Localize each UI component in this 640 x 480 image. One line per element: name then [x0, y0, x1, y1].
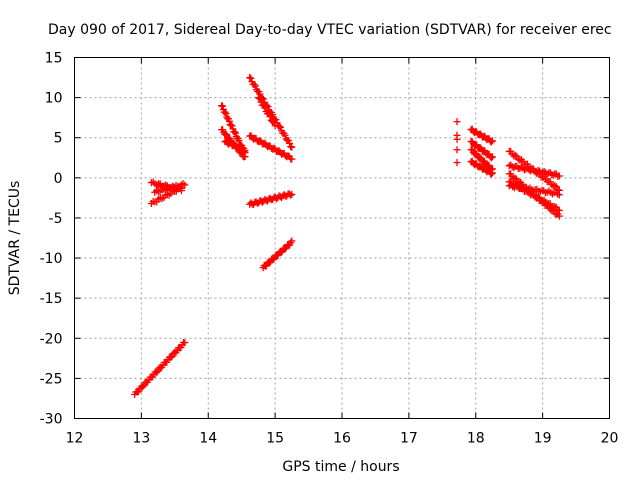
data-point	[168, 353, 176, 361]
axis-ticks: 12 13 14 15 16 17 18 19 20 -30 -25 -20 -15 -10 -5 0 5 10 1…	[40, 51, 619, 447]
data-point	[548, 181, 556, 189]
data-point	[231, 128, 239, 136]
x-tick-label: 14	[199, 431, 217, 447]
data-point	[453, 159, 461, 167]
data-point	[223, 131, 231, 139]
x-axis-label: GPS time / hours	[282, 459, 399, 475]
data-point	[555, 172, 563, 180]
plot-frame	[74, 57, 610, 419]
data-point	[251, 82, 259, 90]
data-point	[140, 382, 148, 390]
data-point	[158, 195, 166, 203]
data-point	[555, 206, 563, 214]
data-point	[271, 122, 279, 130]
data-point	[539, 197, 547, 205]
y-tick-label: 0	[54, 171, 63, 187]
data-point	[167, 354, 175, 362]
data-point	[511, 151, 519, 159]
data-points	[131, 74, 563, 398]
data-point	[487, 154, 495, 162]
data-point	[511, 174, 519, 182]
data-point	[288, 190, 296, 198]
data-point	[288, 155, 296, 163]
data-point	[288, 143, 296, 151]
x-tick-label: 18	[467, 431, 485, 447]
x-tick-label: 19	[534, 431, 552, 447]
data-point	[488, 169, 496, 177]
data-point	[256, 137, 264, 145]
data-point	[476, 153, 484, 161]
data-point	[221, 108, 229, 116]
y-axis-label: SDTVAR / TECUs	[7, 181, 23, 296]
data-point	[276, 123, 284, 131]
y-tick-label: -30	[40, 412, 63, 428]
data-point	[222, 110, 230, 118]
data-point	[472, 149, 480, 157]
data-point	[153, 368, 161, 376]
data-point	[261, 103, 269, 111]
data-point	[222, 130, 230, 138]
data-point	[549, 171, 557, 179]
data-point	[154, 367, 162, 375]
data-point	[178, 184, 185, 192]
x-tick-label: 12	[66, 431, 84, 447]
data-point	[277, 248, 285, 256]
data-point	[250, 81, 258, 89]
data-point	[453, 135, 461, 143]
data-point	[135, 388, 143, 396]
data-point	[181, 181, 189, 189]
y-tick-label: 5	[54, 131, 63, 147]
data-point	[218, 102, 226, 110]
data-point	[551, 203, 559, 211]
data-point	[269, 118, 277, 126]
data-point	[453, 146, 461, 154]
x-tick-label: 17	[400, 431, 418, 447]
data-point	[241, 146, 249, 154]
data-point	[288, 237, 296, 245]
data-point	[241, 153, 249, 161]
y-tick-label: -10	[40, 251, 63, 267]
data-point	[264, 103, 272, 111]
data-point	[246, 74, 254, 82]
x-tick-label: 13	[132, 431, 150, 447]
data-point	[476, 143, 484, 151]
x-tick-label: 20	[601, 431, 619, 447]
data-point	[286, 139, 294, 147]
y-tick-label: -5	[49, 211, 63, 227]
data-point	[551, 182, 559, 190]
data-point	[487, 138, 495, 146]
data-point	[254, 94, 262, 102]
data-point	[281, 131, 289, 139]
data-point	[453, 118, 461, 126]
data-point	[225, 117, 233, 125]
data-point	[153, 187, 161, 195]
data-point	[488, 153, 496, 161]
data-point	[512, 175, 520, 183]
data-point	[231, 129, 239, 137]
data-point	[265, 259, 273, 267]
y-tick-label: 15	[45, 51, 63, 67]
data-point	[488, 137, 496, 145]
chart-title: Day 090 of 2017, Sidereal Day-to-day VTE…	[48, 22, 612, 38]
data-point	[270, 118, 278, 126]
data-point	[247, 74, 255, 82]
data-point	[266, 113, 274, 121]
x-tick-label: 15	[266, 431, 284, 447]
y-tick-label: -15	[40, 291, 63, 307]
data-point	[505, 162, 513, 170]
x-tick-label: 16	[333, 431, 351, 447]
data-point	[138, 383, 146, 391]
y-tick-label: 10	[45, 91, 63, 107]
data-point	[228, 122, 236, 130]
data-point	[487, 170, 495, 178]
data-point	[533, 168, 541, 176]
data-point	[555, 191, 563, 199]
data-point	[181, 339, 189, 347]
grid-lines	[74, 57, 610, 419]
data-point	[256, 95, 264, 103]
y-tick-label: -25	[40, 371, 63, 387]
data-point	[287, 191, 295, 199]
y-tick-label: -20	[40, 331, 63, 347]
